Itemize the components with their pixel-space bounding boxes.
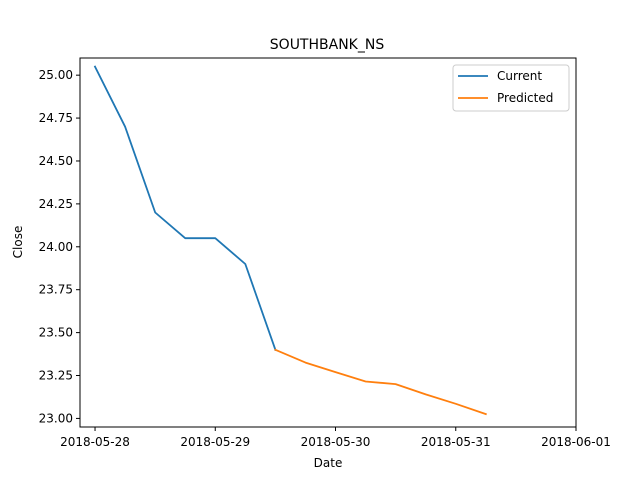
legend-label-current: Current (497, 69, 542, 83)
y-tick-label: 23.50 (39, 326, 73, 340)
x-tick-label: 2018-05-29 (180, 435, 250, 449)
plot-area (79, 57, 577, 428)
y-tick-label: 23.25 (39, 369, 73, 383)
y-tick-label: 24.75 (39, 111, 73, 125)
y-tick-label: 23.00 (39, 411, 73, 425)
x-axis: 2018-05-28 2018-05-29 2018-05-30 2018-05-31… (60, 427, 611, 449)
y-tick-label: 23.75 (39, 283, 73, 297)
y-tick-label: 24.00 (39, 240, 73, 254)
legend-label-predicted: Predicted (497, 91, 553, 105)
x-tick-label: 2018-06-01 (541, 435, 611, 449)
legend: Current Predicted (452, 64, 570, 112)
series-lines (93, 65, 487, 416)
series-line-current (93, 65, 277, 351)
chart-title: SOUTHBANK_NS (270, 37, 385, 53)
y-tick-label: 24.50 (39, 154, 73, 168)
x-tick-label: 2018-05-28 (60, 435, 130, 449)
x-tick-label: 2018-05-30 (301, 435, 371, 449)
y-tick-label: 24.25 (39, 197, 73, 211)
x-axis-label: Date (314, 456, 343, 470)
x-tick-label: 2018-05-31 (421, 435, 491, 449)
series-line-predicted (274, 348, 487, 416)
y-tick-label: 25.00 (39, 68, 73, 82)
y-axis: 23.00 23.25 23.50 23.75 24.00 24.25 24.50 24.75… (39, 68, 80, 425)
y-axis-label: Close (11, 226, 25, 259)
